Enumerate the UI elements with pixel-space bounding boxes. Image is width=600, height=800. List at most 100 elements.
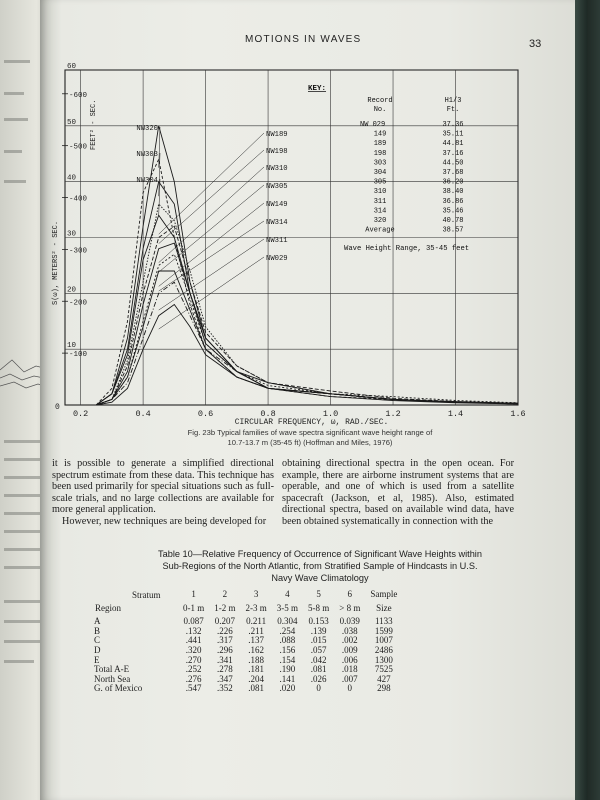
y-axis-label-m: S(ω), METERS² - SEC. bbox=[52, 221, 60, 305]
table-title: Table 10—Relative Frequency of Occurrenc… bbox=[110, 548, 530, 584]
frequency-cell: .006 bbox=[341, 654, 358, 665]
key-col2-header: Ft. bbox=[447, 106, 460, 114]
series-label: NW029 bbox=[266, 255, 288, 263]
frequency-cell: .204 bbox=[248, 673, 264, 684]
frequency-cell: 0.153 bbox=[308, 616, 329, 627]
frequency-cell: .211 bbox=[248, 625, 264, 636]
frequency-cell: .278 bbox=[217, 664, 233, 675]
frequency-cell: 0.039 bbox=[339, 616, 360, 627]
series-leader bbox=[158, 238, 265, 311]
key-record: 305 bbox=[374, 179, 387, 187]
key-record: 149 bbox=[374, 131, 387, 139]
series-label: NW303 bbox=[136, 151, 158, 159]
region-cell: Total A-E bbox=[94, 664, 130, 675]
wave-height-table: 1 2 3 4 5 6 Sample Region 0-1 m 1-2 m 2-3 m 3-5 m… bbox=[90, 589, 402, 694]
page-number: 33 bbox=[529, 38, 542, 50]
frequency-cell: .162 bbox=[248, 644, 264, 655]
key-range-note: Wave Height Range, 35-45 feet bbox=[344, 245, 469, 253]
frequency-cell: .042 bbox=[310, 654, 327, 665]
x-tick-label: 0.6 bbox=[198, 409, 213, 419]
frequency-cell: .002 bbox=[341, 635, 358, 646]
table-range-row: Region 0-1 m 1-2 m 2-3 m 3-5 m 5-8 m > 8 m Siz… bbox=[90, 602, 402, 618]
frequency-cell: .317 bbox=[217, 635, 233, 646]
stratum-number: 3 bbox=[253, 589, 259, 599]
key-record: 189 bbox=[374, 140, 387, 148]
key-record: 311 bbox=[374, 198, 387, 206]
frequency-cell: .139 bbox=[310, 625, 327, 636]
frequency-cell: .547 bbox=[185, 683, 202, 694]
x-tick-label: 0.8 bbox=[260, 409, 275, 419]
key-record: 314 bbox=[374, 207, 387, 215]
frequency-cell: .347 bbox=[217, 673, 233, 684]
key-height: 35.11 bbox=[442, 131, 463, 139]
stratum-number: 2 bbox=[222, 589, 228, 599]
frequency-cell: .254 bbox=[279, 625, 296, 636]
frequency-cell: .276 bbox=[185, 673, 202, 684]
sample-size-cell: 2486 bbox=[374, 644, 393, 655]
table-row: B .132 .226 .211 .254 .139 .038 1599 bbox=[90, 625, 402, 637]
range-header: 0-1 m bbox=[183, 602, 205, 613]
y-tick-label-m: 10 bbox=[67, 342, 77, 350]
table-title-line-3: Navy Wave Climatology bbox=[271, 573, 369, 583]
series-line-nw310 bbox=[96, 225, 519, 406]
frequency-cell: .190 bbox=[279, 664, 296, 675]
frequency-cell: .026 bbox=[310, 673, 327, 684]
series-line-nw311 bbox=[96, 281, 519, 406]
series-leader bbox=[158, 220, 265, 292]
series-leader bbox=[158, 184, 265, 273]
frequency-cell: .341 bbox=[217, 654, 233, 665]
series-leader bbox=[158, 126, 161, 168]
spectra-chart: 0.2 0.4 0.6 0.8 1.0 1.2 1.4 1.6102030405060-100… bbox=[52, 63, 526, 427]
frequency-cell: 0.211 bbox=[246, 616, 267, 627]
key-height: 36.20 bbox=[442, 179, 463, 187]
range-header: 2-3 m bbox=[245, 602, 267, 613]
key-record: NW 029 bbox=[360, 121, 385, 129]
frequency-cell: .154 bbox=[279, 654, 296, 665]
region-cell: E bbox=[94, 654, 100, 665]
body-text-right: obtaining directional spectra in the ope… bbox=[282, 458, 514, 527]
frequency-cell: .081 bbox=[248, 683, 264, 694]
key-col2-header: H1/3 bbox=[445, 97, 462, 105]
y-tick-label-ft: -200 bbox=[69, 299, 88, 307]
frequency-cell: .156 bbox=[279, 644, 296, 655]
series-leader bbox=[158, 166, 265, 263]
series-label: NW311 bbox=[266, 237, 288, 245]
sample-size-cell: 1007 bbox=[374, 635, 393, 646]
table-row: C .441 .317 .137 .088 .015 .002 1007 bbox=[90, 636, 402, 646]
book-page bbox=[40, 0, 580, 800]
body-left-para: it is possible to generate a simplified … bbox=[52, 458, 274, 516]
frequency-cell: .015 bbox=[310, 635, 327, 646]
y-tick-label-ft: -100 bbox=[69, 351, 88, 359]
region-cell: B bbox=[94, 625, 101, 636]
region-cell: C bbox=[94, 635, 101, 646]
key-height: 37.36 bbox=[442, 121, 463, 129]
body-text-left: it is possible to generate a simplified … bbox=[52, 458, 274, 528]
key-record: 198 bbox=[374, 150, 387, 158]
series-line-nw149 bbox=[96, 253, 519, 406]
series-label: NW314 bbox=[266, 219, 288, 227]
sample-header-bottom: Size bbox=[376, 602, 392, 613]
x-tick-label: 0.2 bbox=[73, 409, 88, 419]
x-axis-label: CIRCULAR FREQUENCY, ω, RAD./SEC. bbox=[235, 418, 389, 427]
table-title-line-1: Table 10—Relative Frequency of Occurrenc… bbox=[158, 549, 482, 559]
region-cell: G. of Mexico bbox=[94, 683, 143, 694]
x-tick-label: 1.2 bbox=[385, 409, 400, 419]
series-leader bbox=[158, 178, 161, 216]
stratum-number: 5 bbox=[316, 589, 321, 599]
frequency-cell: .038 bbox=[341, 625, 358, 636]
frequency-cell: .352 bbox=[217, 683, 233, 694]
sample-size-cell: 1133 bbox=[374, 616, 393, 627]
series-label: NW189 bbox=[266, 131, 288, 139]
frequency-cell: .296 bbox=[217, 644, 233, 655]
running-header: MOTIONS IN WAVES bbox=[245, 34, 362, 45]
frequency-cell: .270 bbox=[185, 654, 202, 665]
range-header: 3-5 m bbox=[276, 602, 298, 613]
frequency-cell: .057 bbox=[310, 644, 327, 655]
frequency-cell: .132 bbox=[185, 625, 202, 636]
table-row: E .270 .341 .188 .154 .042 .006 1300 bbox=[90, 654, 402, 666]
series-line-nw029 bbox=[96, 303, 519, 406]
table-row: North Sea .276 .347 .204 .141 .026 .007 427 bbox=[90, 673, 402, 685]
x-tick-label: 1.6 bbox=[510, 409, 525, 419]
key-record: 310 bbox=[374, 188, 387, 196]
